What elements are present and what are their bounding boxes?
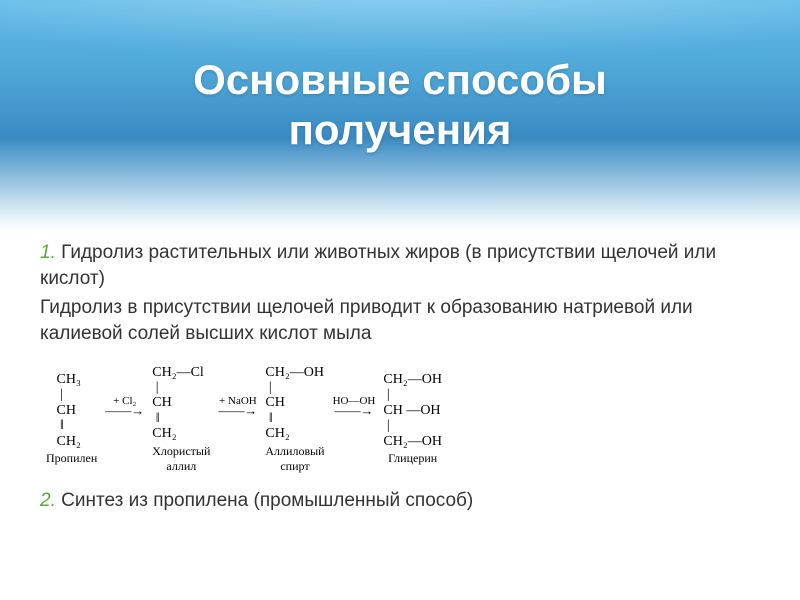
molecule-glycerol: CH₂—OH |CH —OH |CH₂—OH Глицерин bbox=[383, 372, 442, 466]
label-propylene: Пропилен bbox=[46, 451, 97, 466]
section-1-number: 1. bbox=[40, 242, 56, 263]
arrow-2: + NaOH——→ bbox=[218, 395, 257, 419]
slide-title: Основные способы получения bbox=[193, 55, 607, 156]
section-2: 2. Синтез из пропилена (промышленный спо… bbox=[40, 488, 760, 514]
molecule-allyl-alcohol: CH₂—OH |CH ‖CH₂ Аллиловый спирт bbox=[265, 365, 324, 474]
arrow-3: HO—OH——→ bbox=[333, 395, 376, 419]
title-line-1: Основные способы bbox=[193, 56, 607, 103]
section-1-paragraph-2: Гидролиз в присутствии щелочей приводит … bbox=[40, 295, 760, 346]
label-allyl-chloride: Хлористый аллил bbox=[152, 444, 210, 474]
section-2-number: 2. bbox=[40, 490, 56, 511]
slide-content: 1. Гидролиз растительных или животных жи… bbox=[0, 230, 800, 513]
molecule-propylene: CH₃ | CH ‖ CH₂ Пропилен bbox=[46, 372, 97, 466]
section-1-paragraph-1: 1. Гидролиз растительных или животных жи… bbox=[40, 240, 760, 291]
formula-glycerol: CH₂—OH |CH —OH |CH₂—OH bbox=[383, 372, 442, 449]
arrow-1: + Cl₂——→ bbox=[105, 395, 144, 419]
section-2-paragraph: 2. Синтез из пропилена (промышленный спо… bbox=[40, 488, 760, 514]
slide-header: Основные способы получения bbox=[0, 0, 800, 230]
section-2-text: Синтез из пропилена (промышленный способ… bbox=[61, 490, 473, 511]
title-line-2: получения bbox=[289, 106, 512, 153]
formula-allyl-alcohol: CH₂—OH |CH ‖CH₂ bbox=[265, 365, 324, 442]
formula-allyl-chloride: CH₂—Cl |CH ‖CH₂ bbox=[152, 365, 210, 442]
molecule-allyl-chloride: CH₂—Cl |CH ‖CH₂ Хлористый аллил bbox=[152, 365, 210, 474]
label-allyl-alcohol: Аллиловый спирт bbox=[265, 444, 324, 474]
formula-propylene: CH₃ | CH ‖ CH₂ bbox=[46, 372, 97, 449]
section-1-text-1: Гидролиз растительных или животных жиров… bbox=[40, 242, 716, 289]
section-1: 1. Гидролиз растительных или животных жи… bbox=[40, 240, 760, 347]
label-glycerol: Глицерин bbox=[383, 451, 442, 466]
reaction-scheme: CH₃ | CH ‖ CH₂ Пропилен + Cl₂——→ CH₂—Cl … bbox=[46, 365, 760, 474]
